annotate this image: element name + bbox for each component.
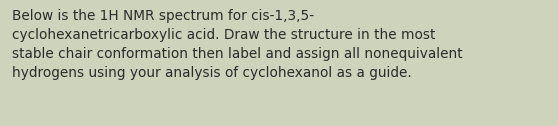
Text: Below is the 1H NMR spectrum for cis-1,3,5-
cyclohexanetricarboxylic acid. Draw : Below is the 1H NMR spectrum for cis-1,3…	[12, 9, 463, 80]
